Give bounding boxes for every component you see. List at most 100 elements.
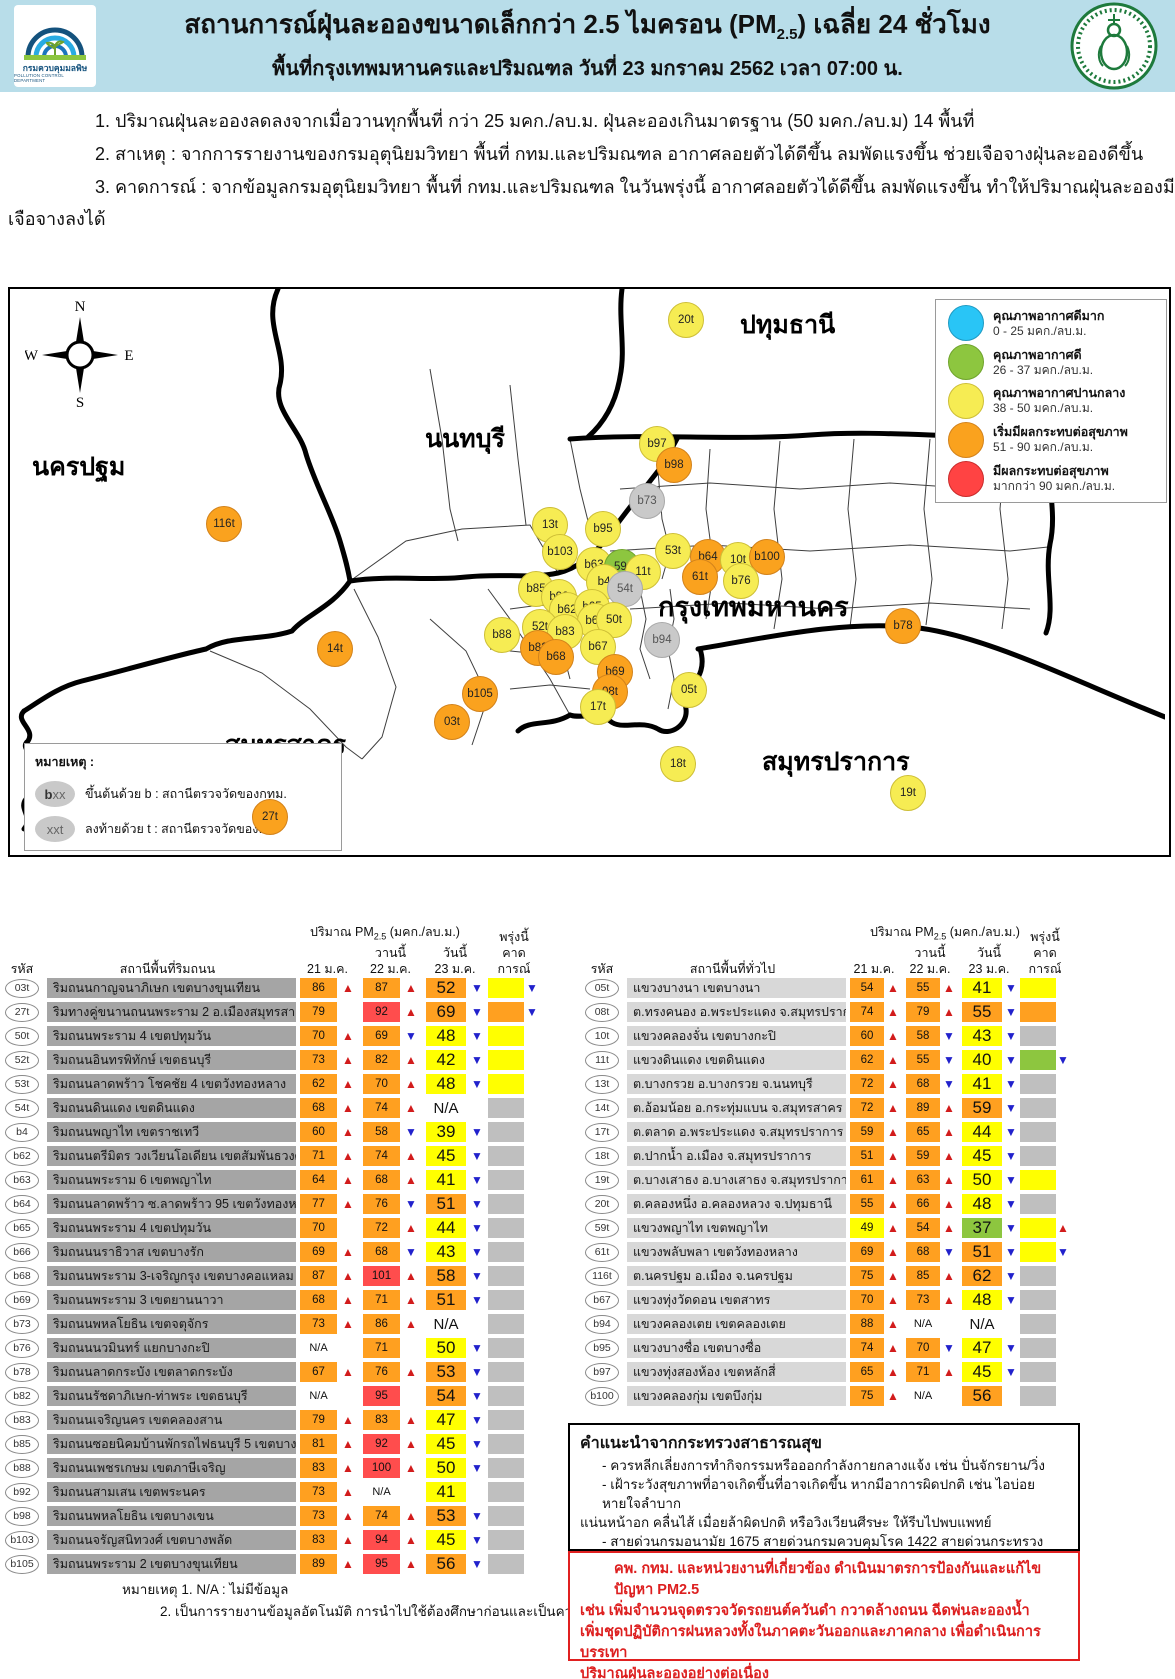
- trend-down-icon: ▼: [943, 1245, 955, 1259]
- pm-day2-value: 70: [906, 1338, 940, 1358]
- station-name: ริมถนนพระราม 4 เขตปทุมวัน: [47, 1218, 296, 1238]
- trend-up-icon: ▲: [887, 1341, 899, 1355]
- forecast-cell: [488, 1434, 524, 1454]
- pm-day1-value: 62: [850, 1050, 884, 1070]
- pm-today-value: 62: [962, 1266, 1002, 1286]
- trend-up-icon: ▲: [887, 1293, 899, 1307]
- trend-down-icon: ▼: [1005, 1293, 1017, 1307]
- station-name: ริมถนนพระราม 2 เขตบางขุนเทียน: [47, 1554, 296, 1574]
- table-row: b67 แขวงทุ่งวัดดอน เขตสาทร 70 ▲ 73 ▲ 48 ▼: [585, 1290, 1070, 1310]
- pm-today-value: 54: [426, 1386, 466, 1406]
- pm-day2-value: 72: [363, 1218, 400, 1238]
- trend-down-icon: ▼: [526, 981, 538, 995]
- table-row: b88 ริมถนนเพชรเกษม เขตภาษีเจริญ 83 ▲ 100 ▲ 50 ▼: [5, 1458, 540, 1478]
- trend-up-icon: ▲: [887, 1125, 899, 1139]
- trend-up-icon: ▲: [405, 1149, 417, 1163]
- pm-day2-value: 100: [363, 1458, 400, 1478]
- marker-27t: 27t: [252, 799, 288, 835]
- trend-up-icon: ▲: [887, 1173, 899, 1187]
- pm-day2-value: 87: [363, 978, 400, 998]
- table-row: 52t ริมถนนอินทรพิทักษ์ เขตธนบุรี 73 ▲ 82 ▲ 42 ▼: [5, 1050, 540, 1070]
- forecast-cell: [488, 1194, 524, 1214]
- legend-item: เริ่มมีผลกระทบต่อสุขภาพ 51 - 90 มคก./ลบ.ม…: [936, 421, 1166, 458]
- table-row: b97 แขวงทุ่งสองห้อง เขตหลักสี่ 65 ▲ 71 ▲ 45 ▼: [585, 1362, 1070, 1382]
- forecast-cell: [488, 1314, 524, 1334]
- pm-today-value: 45: [962, 1362, 1002, 1382]
- map-legend: คุณภาพอากาศดีมาก 0 - 25 มคก./ลบ.ม. คุณภาพอ…: [935, 299, 1167, 503]
- map-note-text: ลงท้ายด้วย t : สถานีตรวจวัดของคพ.: [85, 822, 279, 836]
- station-name: ริมถนนกาญจนาภิเษก เขตบางขุนเทียน: [47, 978, 296, 998]
- pm-day1-value: 73: [300, 1050, 337, 1070]
- station-name: ริมถนนนวมินทร์ แยกบางกะปิ: [47, 1338, 296, 1358]
- station-code: 59t: [585, 1218, 619, 1238]
- table-row: 05t แขวงบางนา เขตบางนา 54 ▲ 55 ▲ 41 ▼: [585, 978, 1070, 998]
- trend-up-icon: ▲: [887, 1197, 899, 1211]
- forecast-cell: [488, 1002, 524, 1022]
- pm-day2-value: 83: [363, 1410, 400, 1430]
- map-note-title: หมายเหตุ :: [35, 755, 95, 769]
- page-subtitle: พื้นที่กรุงเทพมหานครและปริมณฑล วันที่ 23…: [272, 58, 903, 81]
- pm-day1-value: 70: [300, 1218, 337, 1238]
- pm-today-value: 45: [426, 1434, 466, 1454]
- forecast-cell: [488, 1290, 524, 1310]
- pm-day2-value: 54: [906, 1218, 940, 1238]
- pm-today-value: 43: [426, 1242, 466, 1262]
- trend-up-icon: ▲: [405, 1437, 417, 1451]
- trend-up-icon: ▲: [342, 1245, 354, 1259]
- trend-up-icon: ▲: [887, 1317, 899, 1331]
- pm-day1-value: 83: [300, 1530, 337, 1550]
- forecast-cell: [488, 1242, 524, 1262]
- forecast-cell: [488, 1410, 524, 1430]
- pm-day2-value: 68: [906, 1242, 940, 1262]
- forecast-cell: [1020, 1050, 1056, 1070]
- station-code: 50t: [5, 1026, 39, 1046]
- trend-up-icon: ▲: [342, 1149, 354, 1163]
- pm-today-value: 69: [426, 1002, 466, 1022]
- trend-up-icon: ▲: [943, 1173, 955, 1187]
- trend-down-icon: ▼: [943, 1029, 955, 1043]
- trend-down-icon: ▼: [471, 1389, 483, 1403]
- trend-down-icon: ▼: [1005, 1053, 1017, 1067]
- station-code: b64: [5, 1194, 39, 1214]
- station-code: 14t: [585, 1098, 619, 1118]
- trend-down-icon: ▼: [471, 1461, 483, 1475]
- table-row: b105 ริมถนนพระราม 2 เขตบางขุนเทียน 89 ▲ 95 ▲ 5…: [5, 1554, 540, 1574]
- trend-down-icon: ▼: [471, 1341, 483, 1355]
- station-code: 03t: [5, 978, 39, 998]
- pm-today-value: 42: [426, 1050, 466, 1070]
- station-code: 08t: [585, 1002, 619, 1022]
- forecast-cell: [488, 1074, 524, 1094]
- trend-down-icon: ▼: [1005, 1149, 1017, 1163]
- trend-down-icon: ▼: [471, 1197, 483, 1211]
- pm-day1-value: 75: [850, 1266, 884, 1286]
- trend-up-icon: ▲: [405, 1077, 417, 1091]
- trend-down-icon: ▼: [405, 1197, 417, 1211]
- advisory-line: - เฝ้าระวังสุขภาพที่อาจเกิดขึ้นที่อาจเกิ…: [602, 1477, 1036, 1511]
- table-row: b92 ริมถนนสามเสน เขตพระนคร 73 ▲ N/A 41: [5, 1482, 540, 1502]
- compass-icon: N S W E: [25, 299, 134, 407]
- station-name: แขวงคลองจั่น เขตบางกะปิ: [627, 1026, 846, 1046]
- pm-today-value: 47: [426, 1410, 466, 1430]
- station-code: b83: [5, 1410, 39, 1430]
- forecast-cell: [1020, 1026, 1056, 1046]
- station-code: 11t: [585, 1050, 619, 1070]
- station-code: b100: [585, 1386, 619, 1406]
- pm-day1-value: 83: [300, 1458, 337, 1478]
- trend-down-icon: ▼: [1057, 1245, 1069, 1259]
- marker-b76: b76: [723, 563, 759, 599]
- table-row: 18t ต.ปากน้ำ อ.เมือง จ.สมุทรปราการ 51 ▲ 59 ▲ 4…: [585, 1146, 1070, 1166]
- marker-b78: b78: [885, 608, 921, 644]
- forecast-cell: [1020, 1242, 1056, 1262]
- station-name: ริมถนนรัชดาภิเษก-ท่าพระ เขตธนบุรี: [47, 1386, 296, 1406]
- bma-seal-icon: [1070, 2, 1158, 90]
- map-note-box: หมายเหตุ : b xx ขึ้นต้นด้วย b : สถานีตรวจว…: [24, 743, 342, 851]
- trend-up-icon: ▲: [887, 1221, 899, 1235]
- pm-today-value: 50: [426, 1338, 466, 1358]
- svg-text:W: W: [25, 348, 39, 364]
- pm-day1-value: 87: [300, 1266, 337, 1286]
- legend-text: มีผลกระทบต่อสุขภาพ มากกว่า 90 มคก./ลบ.ม.: [993, 464, 1115, 493]
- station-name: แขวงคลองเตย เขตคลองเตย: [627, 1314, 846, 1334]
- svg-text:S: S: [76, 395, 84, 407]
- map-note-item: b xx ขึ้นต้นด้วย b : สถานีตรวจวัดของกทม.: [35, 781, 331, 807]
- trend-up-icon: ▲: [405, 1413, 417, 1427]
